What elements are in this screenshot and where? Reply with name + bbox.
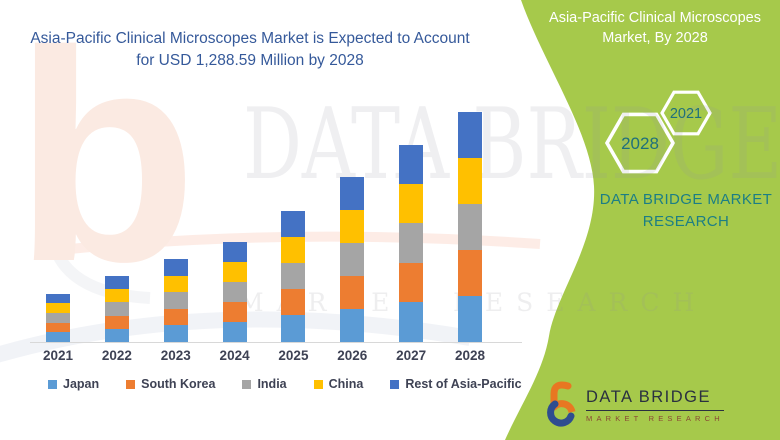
bar-segment-rest-of-asia-pacific-2021 [46,293,70,304]
x-axis-label-2022: 2022 [101,348,132,363]
bar-segment-south-korea-2028 [458,250,483,296]
green-panel-shape [505,0,780,440]
brand-text: DATA BRIDGE MARKET RESEARCH [586,189,780,233]
brand-text-line2: RESEARCH [642,212,730,230]
bar-segment-rest-of-asia-pacific-2023 [163,259,188,276]
bar-segment-japan-2023 [163,325,188,342]
bar-segment-japan-2021 [46,332,70,342]
legend-item-india: India [242,377,287,391]
hexagon-2021-label: 2021 [669,106,703,122]
legend-swatch-south-korea [126,379,136,389]
legend-swatch-rest-of-asia-pacific [390,379,400,389]
bar-segment-india-2023 [163,292,188,309]
bar-segment-india-2028 [458,204,483,251]
hexagon-2021-icon [660,90,712,136]
legend-label-south-korea: South Korea [141,377,216,391]
bar-segment-china-2025 [281,237,306,263]
bar-segment-rest-of-asia-pacific-2026 [340,176,365,210]
chart-title-line2: for USD 1,288.59 Million by 2028 [136,52,364,69]
bar-segment-south-korea-2027 [399,262,424,303]
bar-segment-rest-of-asia-pacific-2025 [281,210,306,238]
side-panel-title-line2: Market, By 2028 [602,30,708,46]
legend-label-japan: Japan [63,377,100,391]
bar-segment-japan-2026 [340,308,365,342]
legend-swatch-japan [48,379,57,389]
chart-title: Asia-Pacific Clinical Microscopes Market… [28,28,472,72]
bar-segment-india-2025 [281,262,306,290]
side-panel-title-line1: Asia-Pacific Clinical Microscopes [549,10,761,26]
x-axis-label-2021: 2021 [42,348,74,363]
bar-segment-india-2021 [46,313,70,323]
bar-segment-china-2023 [163,275,188,293]
x-axis-label-2024: 2024 [219,348,250,363]
bar-segment-china-2026 [340,209,365,243]
legend-label-rest-of-asia-pacific: Rest of Asia-Pacific [405,377,522,391]
side-panel-title: Asia-Pacific Clinical Microscopes Market… [534,8,776,48]
bar-segment-south-korea-2021 [46,322,70,332]
bar-segment-rest-of-asia-pacific-2022 [104,275,129,290]
bar-segment-india-2027 [399,223,424,263]
legend-label-india: India [257,377,287,391]
bar-segment-japan-2028 [458,295,483,342]
bar-segment-rest-of-asia-pacific-2024 [222,242,247,263]
bar-segment-rest-of-asia-pacific-2028 [458,112,483,159]
chart-legend: Japan South Korea India China Rest of Asia-P… [48,377,522,391]
bar-segment-japan-2024 [222,321,247,342]
bar-segment-india-2026 [340,242,365,276]
bar-segment-rest-of-asia-pacific-2027 [399,144,424,185]
legend-swatch-china [313,379,323,389]
bar-segment-china-2024 [222,262,247,283]
bar-segment-japan-2027 [399,302,424,342]
watermark-swoosh-blue [0,311,472,363]
x-axis-label-2027: 2027 [396,348,427,363]
footer-logo: DATA BRIDGE MARKET RESEARCH [541,381,724,427]
legend-label-china: China [328,377,364,391]
legend-swatch-india [242,379,252,389]
bar-segment-china-2027 [399,184,424,224]
hexagon-2028-icon [604,112,676,174]
data-bridge-logo-icon [547,381,576,427]
chart-title-line1: Asia-Pacific Clinical Microscopes Market… [30,30,470,47]
bar-segment-south-korea-2026 [340,275,365,309]
bar-segment-india-2024 [222,282,247,302]
bar-segment-china-2021 [46,303,70,314]
bar-segment-india-2022 [104,302,129,316]
bar-segment-south-korea-2022 [104,315,129,329]
footer-logo-subtitle: MARKET RESEARCH [586,414,724,423]
bar-segment-south-korea-2025 [281,289,306,316]
bar-segment-japan-2025 [281,315,306,342]
x-axis-line [30,342,522,343]
x-axis-label-2026: 2026 [337,348,368,363]
bar-segment-south-korea-2023 [163,308,188,326]
x-axis-label-2023: 2023 [160,348,191,363]
legend-item-japan: Japan [48,377,99,391]
legend-item-south-korea: South Korea [126,377,215,391]
x-axis-label-2025: 2025 [278,348,309,363]
footer-logo-text: DATA BRIDGE MARKET RESEARCH [586,381,724,427]
bar-segment-south-korea-2024 [222,302,247,322]
bar-segment-japan-2022 [104,328,129,342]
brand-text-line1: DATA BRIDGE MARKET [599,191,773,208]
legend-item-china: China [313,377,364,391]
bar-segment-china-2022 [104,289,129,303]
legend-item-rest-of-asia-pacific: Rest of Asia-Pacific [390,377,522,391]
hexagon-2028-label: 2028 [621,134,659,153]
x-axis-label-2028: 2028 [454,348,486,363]
footer-logo-name: DATA BRIDGE [586,388,724,411]
bar-segment-china-2028 [458,158,483,204]
